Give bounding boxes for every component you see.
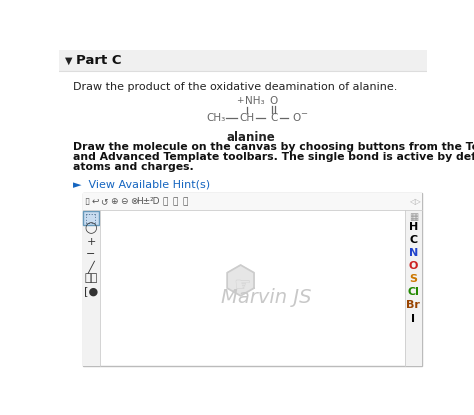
Text: ⤢: ⤢ <box>183 197 188 206</box>
Text: Part C: Part C <box>76 54 122 67</box>
Text: 〜〜: 〜〜 <box>84 273 98 283</box>
Text: ►  View Available Hint(s): ► View Available Hint(s) <box>73 179 210 189</box>
Bar <box>83 211 99 225</box>
Polygon shape <box>227 265 254 296</box>
Text: +: + <box>86 237 96 247</box>
Text: ◁▷: ◁▷ <box>410 197 422 206</box>
Text: O: O <box>292 112 301 122</box>
Text: N: N <box>409 248 418 258</box>
Text: ⊕: ⊕ <box>110 197 117 206</box>
Text: ↩: ↩ <box>92 197 100 206</box>
Text: Marvin JS: Marvin JS <box>221 288 311 307</box>
Text: H: H <box>409 222 418 232</box>
Text: ◯: ◯ <box>85 223 97 234</box>
Text: CH: CH <box>239 112 255 122</box>
Text: Draw the molecule on the canvas by choosing buttons from the Tools (for bonds), : Draw the molecule on the canvas by choos… <box>73 142 474 152</box>
Text: ❓: ❓ <box>173 197 178 206</box>
Bar <box>82 193 422 366</box>
Text: I: I <box>411 313 415 324</box>
Bar <box>59 50 427 71</box>
Text: −: − <box>86 249 96 259</box>
Text: ⬚: ⬚ <box>85 211 97 224</box>
Text: Cl: Cl <box>408 287 419 298</box>
Text: ☞: ☞ <box>233 276 251 295</box>
Text: atoms and charges.: atoms and charges. <box>73 162 194 172</box>
Text: C: C <box>410 235 418 245</box>
Text: ╱: ╱ <box>88 260 94 273</box>
Text: Br: Br <box>407 300 420 310</box>
Bar <box>82 193 422 210</box>
Text: ▦: ▦ <box>409 212 418 222</box>
Text: [●: [● <box>84 286 98 296</box>
Text: O: O <box>270 95 278 106</box>
Text: alanine: alanine <box>226 132 275 144</box>
Text: −: − <box>300 109 307 118</box>
Text: NH₃: NH₃ <box>245 95 265 106</box>
Text: ⊗: ⊗ <box>130 197 137 206</box>
Bar <box>82 210 100 366</box>
Text: O: O <box>409 261 418 271</box>
Bar <box>405 210 422 366</box>
Text: +: + <box>236 96 244 105</box>
Text: ▼: ▼ <box>65 56 73 66</box>
Text: ↺: ↺ <box>100 197 108 206</box>
Text: Draw the product of the oxidative deamination of alanine.: Draw the product of the oxidative deamin… <box>73 82 398 92</box>
Text: S: S <box>410 274 418 284</box>
Text: ²D: ²D <box>149 197 160 206</box>
Text: H±: H± <box>137 197 151 206</box>
Text: ▯: ▯ <box>84 197 89 206</box>
Text: ⓘ: ⓘ <box>163 197 168 206</box>
Text: and Advanced Template toolbars. The single bond is active by default. Include al: and Advanced Template toolbars. The sing… <box>73 152 474 162</box>
Text: CH₃: CH₃ <box>206 112 226 122</box>
Text: C: C <box>270 112 278 122</box>
Text: ⊖: ⊖ <box>120 197 128 206</box>
